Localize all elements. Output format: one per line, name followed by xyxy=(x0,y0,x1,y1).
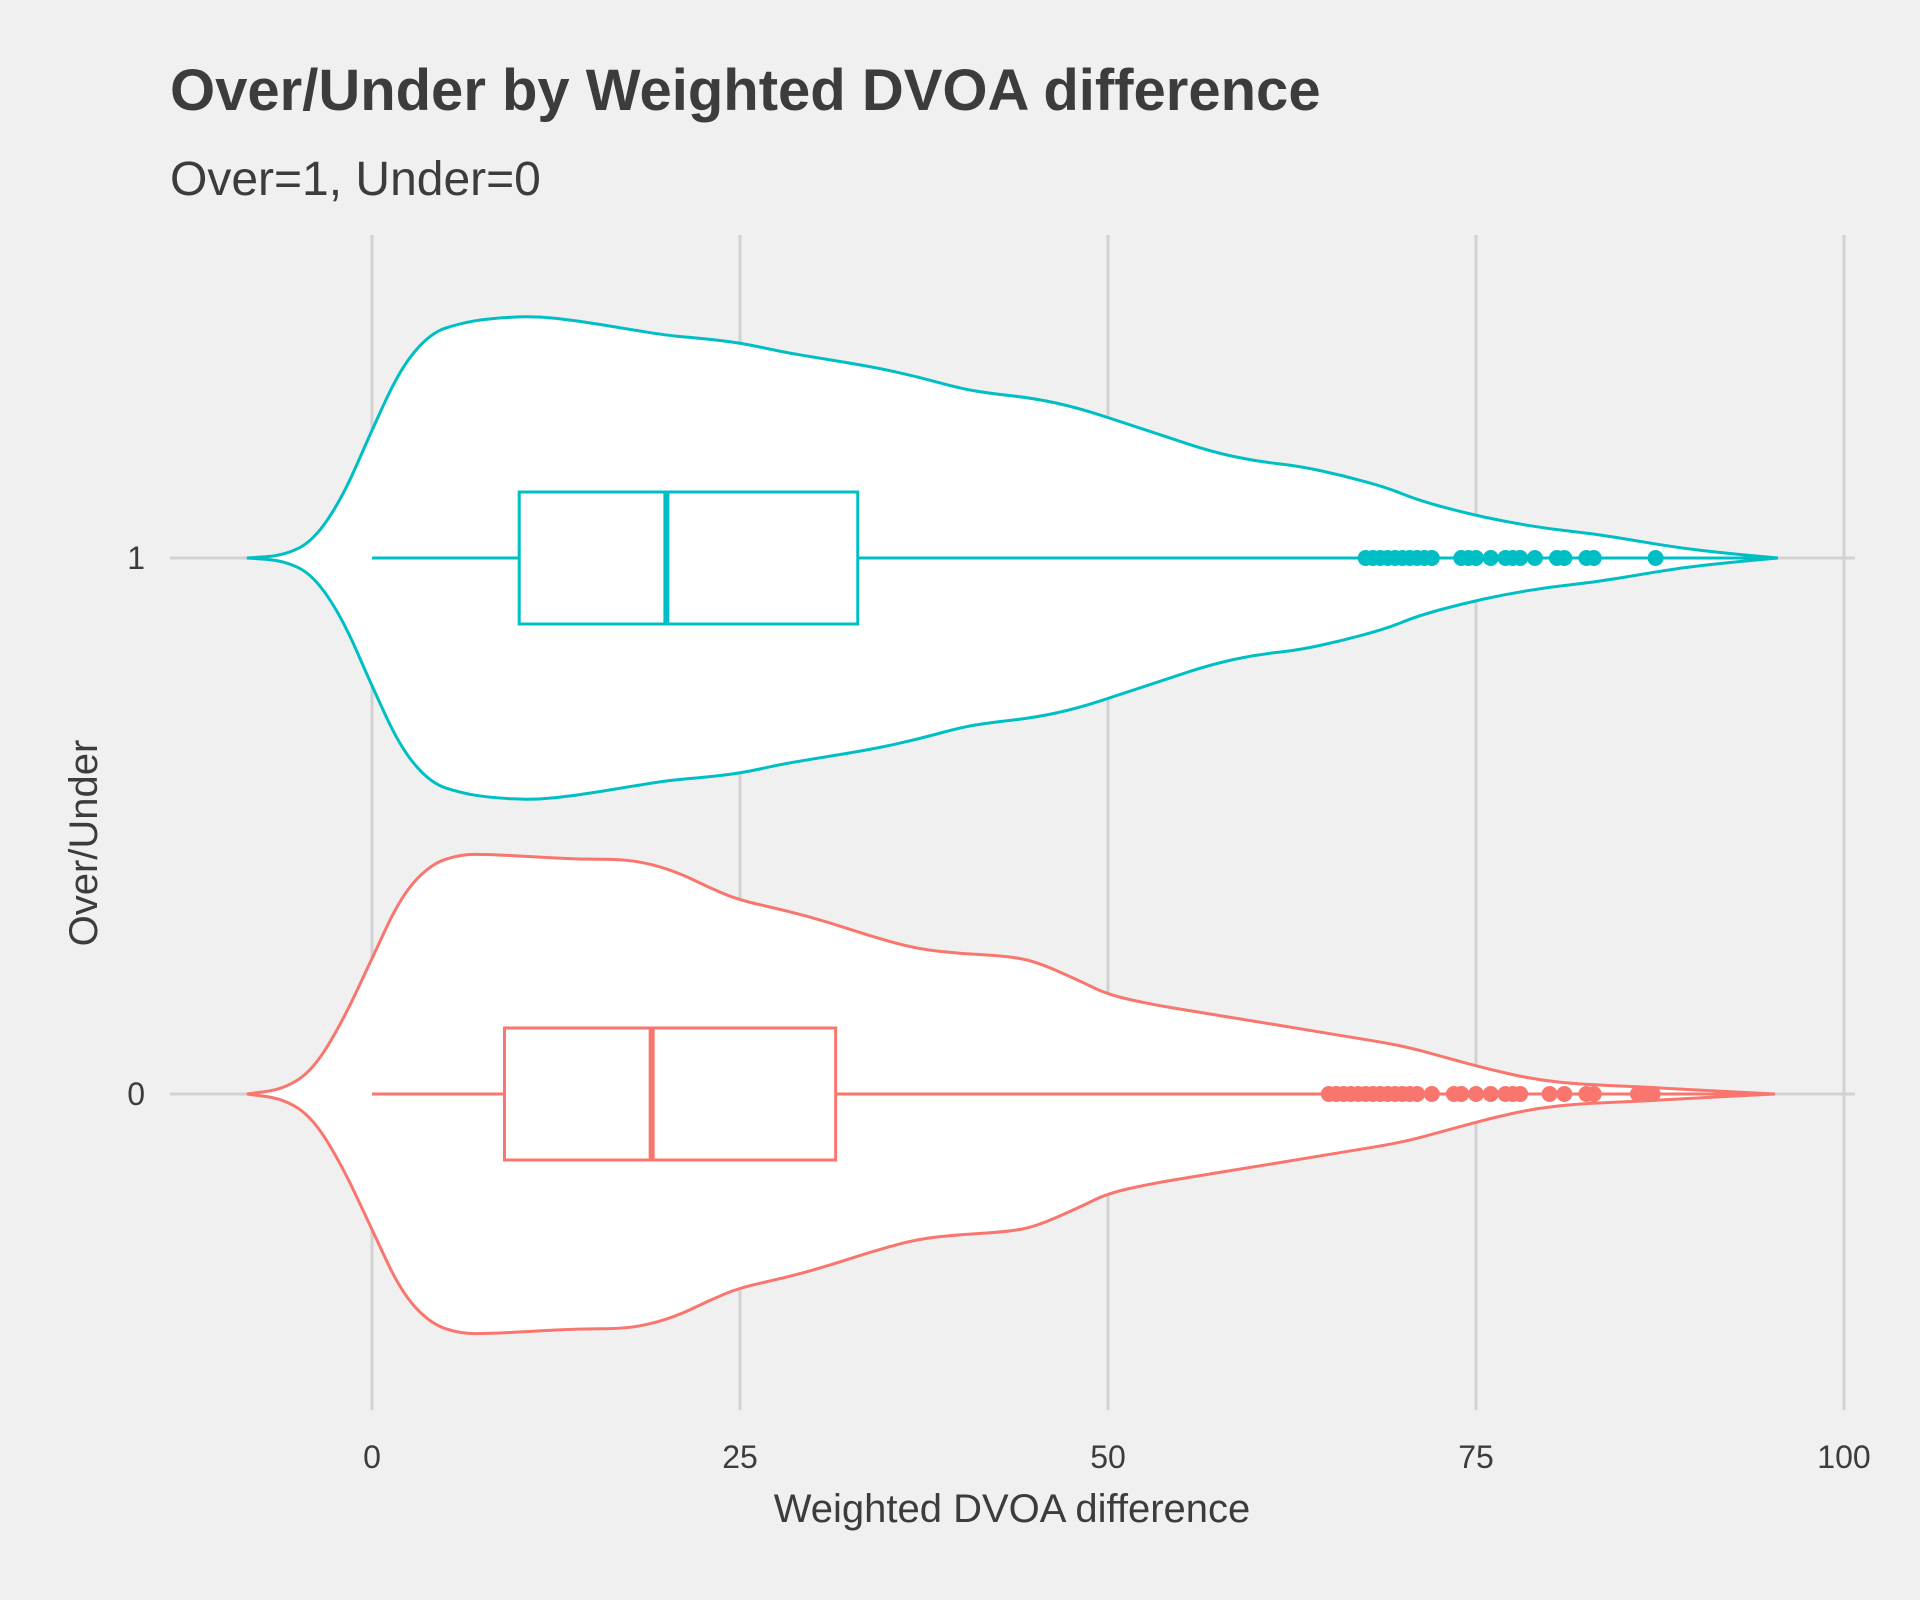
outlier-point xyxy=(1556,550,1573,566)
y-axis-title: Over/Under xyxy=(62,740,106,947)
outlier-point xyxy=(1423,1086,1440,1102)
violin-layer xyxy=(246,315,1778,1336)
box xyxy=(517,490,860,626)
outlier-point xyxy=(1647,550,1664,566)
violin-group-1 xyxy=(246,315,1778,801)
y-axis-ticks: 10 xyxy=(127,540,145,1112)
outlier-point xyxy=(1512,1086,1529,1102)
outlier-point xyxy=(1468,1086,1484,1102)
outlier-point xyxy=(1585,1086,1602,1102)
outlier-point xyxy=(1585,550,1602,566)
box xyxy=(502,1026,838,1162)
y-tick-label: 0 xyxy=(127,1076,145,1112)
x-tick-label: 75 xyxy=(1458,1439,1494,1475)
chart-subtitle: Over=1, Under=0 xyxy=(170,153,541,206)
x-tick-label: 0 xyxy=(363,1439,381,1475)
outlier-point xyxy=(1453,1086,1470,1102)
x-axis-ticks: 0 25 50 75 100 xyxy=(363,1439,1871,1475)
x-axis-title: Weighted DVOA difference xyxy=(774,1487,1251,1531)
outlier-point xyxy=(1541,1086,1558,1102)
outlier-point xyxy=(1512,550,1529,566)
outlier-point xyxy=(1423,550,1440,566)
outlier-point xyxy=(1409,1086,1426,1102)
y-tick-label: 1 xyxy=(127,540,145,576)
outlier-point xyxy=(1556,1086,1573,1102)
violin-group-0 xyxy=(246,852,1775,1336)
outlier-point xyxy=(1644,1086,1661,1102)
x-tick-label: 25 xyxy=(722,1439,758,1475)
x-tick-label: 100 xyxy=(1817,1439,1870,1475)
x-tick-label: 50 xyxy=(1090,1439,1126,1475)
outlier-point xyxy=(1482,1086,1499,1102)
chart-title: Over/Under by Weighted DVOA difference xyxy=(170,58,1321,123)
outlier-point xyxy=(1526,550,1543,566)
outlier-point xyxy=(1468,550,1484,566)
outlier-point xyxy=(1482,550,1499,566)
